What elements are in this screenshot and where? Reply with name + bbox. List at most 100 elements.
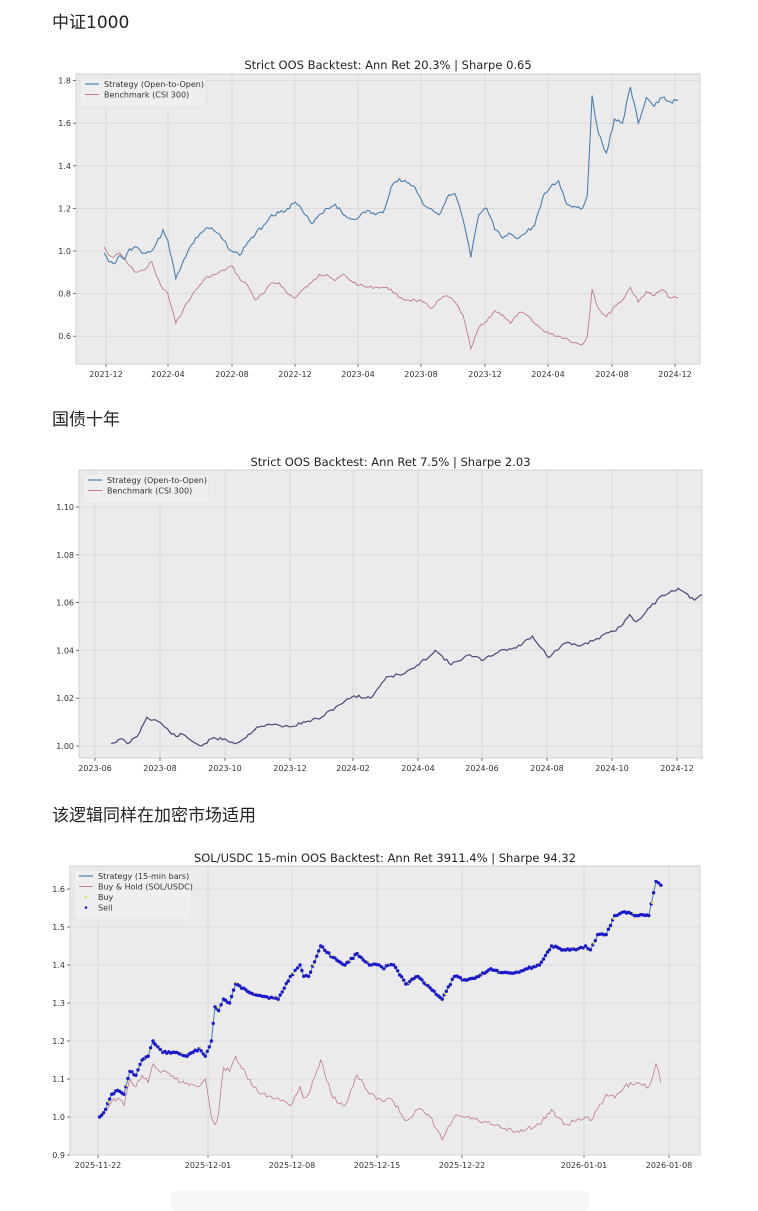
section-heading-treasury-10y: 国债十年 — [52, 410, 120, 430]
legend-buy-marker — [84, 895, 88, 899]
sell-marker — [126, 1076, 130, 1081]
sell-marker — [539, 960, 544, 964]
buy-marker — [444, 992, 447, 995]
x-tick-label: 2024-02 — [336, 764, 369, 773]
x-tick-label: 2024-08 — [530, 764, 563, 773]
legend-box — [79, 77, 207, 108]
sell-marker — [428, 986, 432, 990]
buy-marker — [199, 1046, 202, 1049]
y-tick-label: 0.8 — [58, 290, 71, 299]
buy-marker — [632, 912, 635, 915]
x-tick-label: 2024-08 — [595, 370, 628, 379]
sell-marker — [156, 1045, 160, 1049]
sell-marker — [153, 1043, 158, 1047]
sell-marker — [593, 938, 597, 943]
sell-marker — [588, 948, 593, 952]
sell-marker — [333, 956, 337, 960]
sell-marker — [158, 1047, 162, 1052]
sell-marker — [606, 927, 611, 931]
sell-marker — [306, 974, 311, 979]
y-tick-label: 1.02 — [56, 694, 74, 703]
sell-marker — [286, 979, 290, 983]
sell-marker — [276, 997, 280, 1001]
x-tick-label: 2025-12-01 — [185, 1161, 232, 1170]
y-tick-label: 1.6 — [52, 885, 65, 894]
buy-hold-line — [99, 1055, 662, 1141]
sell-marker — [199, 1049, 203, 1053]
x-tick-label: 2025-11-22 — [75, 1161, 122, 1170]
sell-marker — [229, 994, 234, 999]
sell-marker — [647, 913, 651, 918]
legend-label: Benchmark (CSI 300) — [107, 487, 192, 496]
legend-label: Strategy (15-min bars) — [98, 872, 189, 881]
sell-marker — [300, 968, 304, 973]
y-tick-label: 1.6 — [58, 119, 71, 128]
y-tick-label: 1.0 — [52, 1113, 65, 1122]
y-tick-label: 1.00 — [56, 742, 74, 751]
sell-marker — [219, 1003, 223, 1007]
x-tick-label: 2023-08 — [143, 764, 176, 773]
plot-area — [78, 469, 703, 759]
chart-title: Strict OOS Backtest: Ann Ret 20.3% | Sha… — [244, 58, 531, 72]
plot-lines — [111, 587, 702, 747]
sell-marker — [343, 963, 347, 967]
sell-marker — [543, 953, 548, 958]
sell-marker — [379, 965, 384, 969]
sell-marker — [295, 966, 300, 970]
sell-marker — [207, 1045, 211, 1049]
legend: Strategy (Open-to-Open) Benchmark (CSI 30… — [82, 473, 210, 504]
section-heading-crypto: 该逻辑同样在加密市场适用 — [52, 806, 256, 826]
sell-marker — [211, 1021, 215, 1026]
sell-marker — [547, 948, 552, 952]
sell-marker — [367, 963, 371, 967]
sell-marker — [308, 970, 313, 974]
overlapping-lines — [111, 587, 702, 747]
x-tick-label: 2026-01-08 — [646, 1161, 693, 1170]
sell-marker — [278, 993, 282, 997]
buy-marker — [107, 1101, 110, 1104]
sell-marker — [282, 986, 286, 990]
sell-marker — [351, 956, 355, 961]
sell-marker — [446, 985, 450, 989]
y-tick-label: 1.2 — [52, 1037, 65, 1046]
sell-marker — [359, 955, 363, 960]
legend-label: Strategy (Open-to-Open) — [104, 80, 204, 89]
sell-marker — [604, 932, 608, 937]
buy-marker — [216, 1006, 219, 1009]
sell-marker — [103, 1107, 108, 1112]
sell-marker — [227, 1001, 232, 1005]
sell-marker — [382, 967, 386, 971]
sell-marker — [216, 1008, 221, 1013]
legend-box — [73, 869, 193, 921]
bottom-input-box[interactable] — [170, 1191, 590, 1211]
sell-marker — [209, 1039, 214, 1043]
y-tick-label: 1.08 — [56, 551, 74, 560]
sell-marker — [136, 1068, 140, 1072]
sell-marker — [148, 1046, 153, 1050]
sell-marker — [393, 965, 398, 970]
legend-sell-marker — [84, 906, 88, 909]
sell-marker — [108, 1097, 112, 1101]
sell-marker — [656, 881, 661, 885]
x-tick-label: 2024-04 — [401, 764, 434, 773]
sell-marker — [138, 1062, 142, 1067]
y-tick-label: 1.0 — [58, 247, 71, 256]
y-tick-label: 1.5 — [52, 923, 65, 932]
sell-marker — [659, 883, 663, 887]
buy-marker — [180, 1051, 184, 1055]
legend-label: Buy — [98, 893, 114, 902]
chart-sol-usdc: 0.9 1.0 1.1 1.2 1.3 1.4 1.5 1.6 2025-11-22 2025-1… — [52, 851, 701, 1170]
x-tick-label: 2025-12-15 — [354, 1161, 401, 1170]
sell-marker — [99, 1113, 104, 1117]
sell-marker — [440, 997, 444, 1001]
sell-marker — [402, 978, 406, 982]
sell-marker — [134, 1073, 138, 1077]
sell-marker — [205, 1049, 209, 1054]
buy-marker — [425, 982, 429, 985]
sell-marker — [581, 946, 585, 950]
y-tick-label: 1.3 — [52, 999, 65, 1008]
buy-marker — [125, 1084, 128, 1087]
x-tick-label: 2024-10 — [595, 764, 628, 773]
legend: Strategy (15-min bars) Buy & Hold (SOL/US… — [73, 869, 193, 921]
legend-label: Sell — [98, 904, 112, 913]
